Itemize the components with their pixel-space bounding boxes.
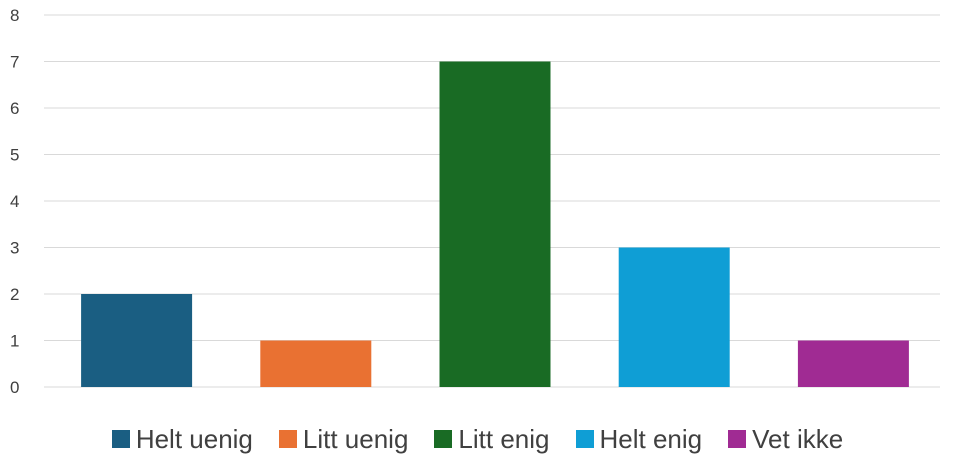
y-tick-label: 7: [10, 53, 19, 72]
legend-label: Helt enig: [599, 424, 703, 454]
bar-vet-ikke: [797, 340, 909, 387]
legend: Helt uenig Litt uenig Litt enig Helt enig Ve…: [0, 424, 955, 454]
legend-swatch: [278, 430, 297, 448]
legend-item: Helt enig: [575, 424, 703, 454]
legend-item: Litt uenig: [278, 424, 409, 454]
bar-litt-enig: [439, 61, 551, 387]
legend-item: Vet ikke: [728, 424, 843, 454]
y-tick-label: 4: [10, 192, 19, 211]
legend-item: Helt uenig: [111, 424, 253, 454]
y-axis-ticks: 0 1 2 3 4 5 6 7 8: [10, 6, 19, 397]
y-tick-label: 2: [10, 285, 19, 304]
legend-swatch: [575, 430, 594, 448]
legend-swatch: [111, 430, 130, 448]
legend-item: Litt enig: [434, 424, 550, 454]
y-tick-label: 6: [10, 99, 19, 118]
chart-plot: 0 1 2 3 4 5 6 7 8: [10, 6, 940, 397]
y-tick-label: 0: [10, 378, 19, 397]
legend-label: Litt enig: [458, 424, 550, 454]
bars: [81, 61, 909, 387]
legend-swatch: [434, 430, 453, 448]
y-tick-label: 3: [10, 239, 19, 258]
bar-litt-uenig: [260, 340, 372, 387]
y-tick-label: 8: [10, 6, 19, 25]
legend-swatch: [728, 430, 747, 448]
legend-label: Vet ikke: [752, 424, 844, 454]
bar-helt-enig: [618, 247, 730, 387]
bar-helt-uenig: [81, 294, 193, 387]
legend-label: Helt uenig: [135, 424, 253, 454]
y-tick-label: 1: [10, 332, 19, 351]
legend-label: Litt uenig: [302, 424, 409, 454]
y-tick-label: 5: [10, 146, 19, 165]
